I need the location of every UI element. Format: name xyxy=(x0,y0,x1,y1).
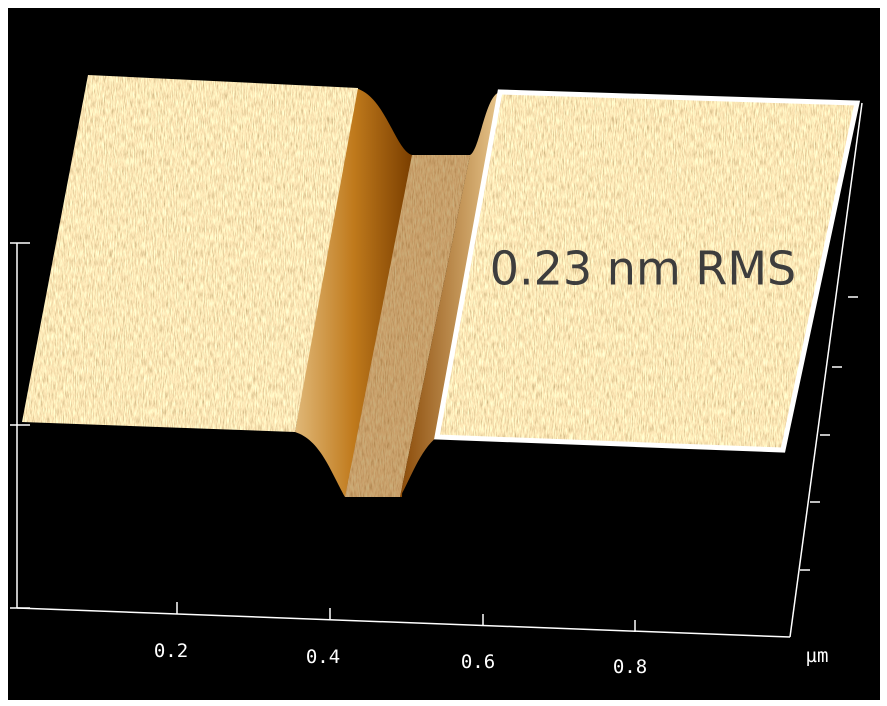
rms-annotation: 0.23 nm RMS xyxy=(490,242,796,296)
page: 0.23 nm RMS 0.2 0.4 0.6 0.8 µm (() => { … xyxy=(0,0,887,706)
x-tick-label: 0.4 xyxy=(306,646,340,668)
x-axis-unit: µm xyxy=(806,645,829,667)
x-tick-label: 0.8 xyxy=(613,656,647,678)
afm-image: 0.23 nm RMS 0.2 0.4 0.6 0.8 µm xyxy=(0,0,887,706)
x-tick-label: 0.2 xyxy=(154,640,188,662)
x-tick-label: 0.6 xyxy=(461,651,495,673)
